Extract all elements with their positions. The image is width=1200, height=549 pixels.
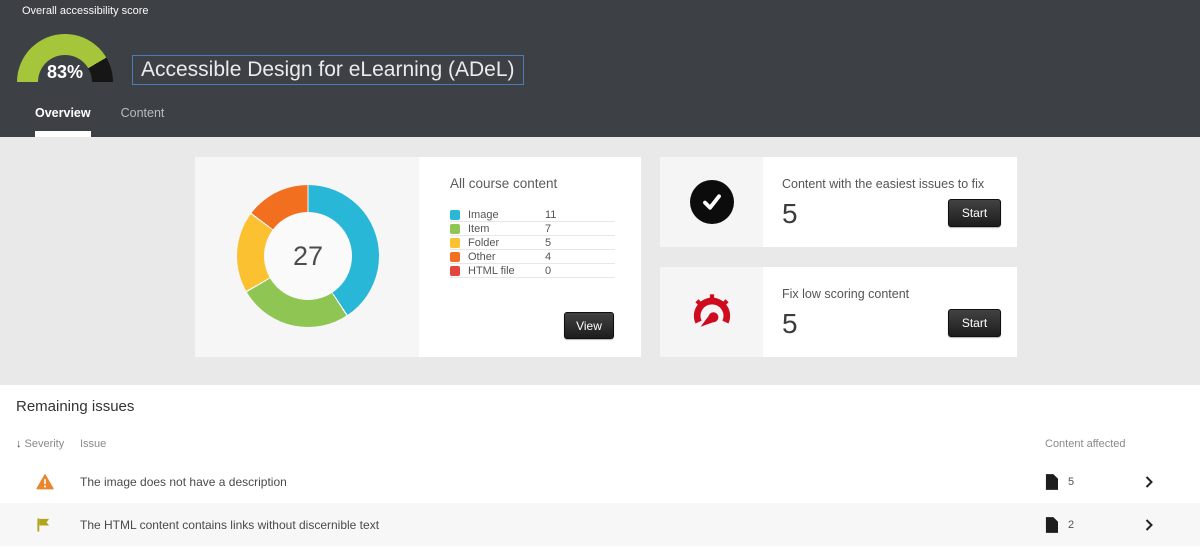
easiest-issues-icon-section <box>660 157 763 247</box>
chevron-right-icon[interactable] <box>1145 518 1153 531</box>
course-title-field[interactable]: Accessible Design for eLearning (ADeL) <box>132 55 524 85</box>
tab-content[interactable]: Content <box>120 106 165 120</box>
legend-item: Other 4 <box>450 250 615 264</box>
low-scoring-title: Fix low scoring content <box>782 287 910 301</box>
start-easiest-button[interactable]: Start <box>948 199 1001 227</box>
flag-icon <box>36 517 51 533</box>
remaining-issues-heading: Remaining issues <box>16 398 135 415</box>
low-scoring-icon-section <box>660 267 763 357</box>
legend-item: Item 7 <box>450 222 615 236</box>
document-icon <box>1045 473 1058 490</box>
warning-triangle-icon <box>36 473 54 490</box>
accessibility-score-gauge: 83% <box>17 34 113 82</box>
easiest-issues-count: 5 <box>782 198 798 229</box>
severity-sort-header[interactable]: ↓ Severity <box>16 438 65 450</box>
content-affected-count: 2 <box>1068 518 1075 531</box>
check-circle-icon <box>689 180 734 224</box>
legend-chip <box>450 251 460 262</box>
overall-score-label: Overall accessibility score <box>22 5 149 17</box>
content-affected-column-header: Content affected <box>1045 438 1126 450</box>
issue-row-image-description[interactable]: The image does not have a description 5 <box>0 460 1200 503</box>
document-icon <box>1045 516 1058 533</box>
tab-overview[interactable]: Overview <box>35 106 91 137</box>
donut-legend-section: All course content Image 11 Item 7 Folde… <box>419 157 641 357</box>
easiest-issues-card: Content with the easiest issues to fix 5… <box>660 157 1017 247</box>
donut-chart-section: 27 <box>195 157 419 357</box>
legend-chip <box>450 223 460 234</box>
sort-descending-icon: ↓ <box>16 438 22 450</box>
legend-item: HTML file 0 <box>450 264 615 278</box>
legend-chip <box>450 265 460 276</box>
donut-hole: 27 <box>264 212 352 300</box>
easiest-issues-content: Content with the easiest issues to fix 5… <box>763 157 1017 247</box>
legend-item: Image 11 <box>450 208 615 222</box>
issue-row-links-text[interactable]: The HTML content contains links without … <box>0 503 1200 546</box>
low-scoring-card: Fix low scoring content 5 Start <box>660 267 1017 357</box>
remaining-issues-section: Remaining issues ↓ Severity Issue Content… <box>0 385 1200 549</box>
easiest-issues-title: Content with the easiest issues to fix <box>782 177 985 191</box>
low-scoring-count: 5 <box>782 308 798 339</box>
content-affected-count: 5 <box>1068 475 1075 488</box>
course-content-donut: 27 <box>237 185 379 327</box>
tab-bar: Overview Content <box>35 106 194 137</box>
legend-chip <box>450 237 460 248</box>
issue-text: The image does not have a description <box>80 474 287 489</box>
issue-column-header: Issue <box>80 438 107 450</box>
low-scoring-content: Fix low scoring content 5 Start <box>763 267 1017 357</box>
legend-item: Folder 5 <box>450 236 615 250</box>
score-percentage: 83% <box>46 62 84 82</box>
view-button[interactable]: View <box>564 312 614 339</box>
donut-legend: Image 11 Item 7 Folder 5 Other 4 <box>450 208 615 278</box>
course-content-card: 27 All course content Image 11 Item 7 <box>195 157 641 357</box>
header: Overall accessibility score 83% Accessib… <box>0 0 1200 137</box>
start-low-scoring-button[interactable]: Start <box>948 309 1001 337</box>
chevron-right-icon[interactable] <box>1145 475 1153 488</box>
donut-title: All course content <box>450 176 558 191</box>
issue-text: The HTML content contains links without … <box>80 517 380 532</box>
speedometer-icon <box>693 294 730 327</box>
issue-table: The image does not have a description 5 … <box>0 460 1200 546</box>
legend-chip <box>450 209 460 220</box>
donut-total: 27 <box>292 240 324 271</box>
